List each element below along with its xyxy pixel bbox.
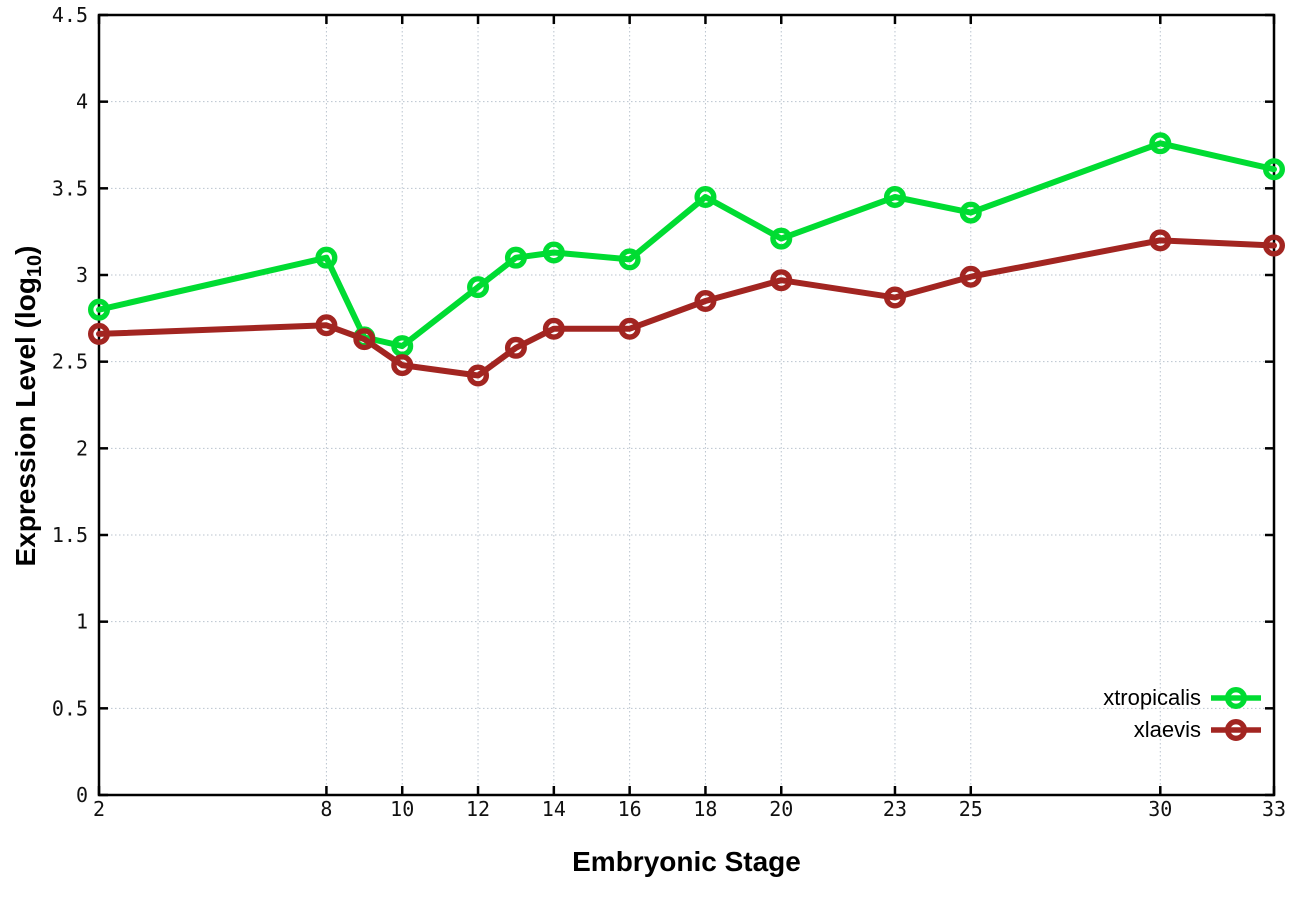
y-tick-label: 3.5 — [52, 176, 88, 200]
x-tick-label: 20 — [769, 797, 793, 821]
legend-sample-marker — [1225, 718, 1248, 741]
y-axis-title-suffix: ) — [10, 245, 41, 255]
data-point-xtropicalis-stage-2 — [87, 298, 110, 321]
x-tick-label: 2 — [93, 797, 105, 821]
y-axis-title-text: Expression Level (log — [10, 277, 41, 567]
data-point-xtropicalis-stage-20 — [770, 227, 793, 250]
x-tick-label: 18 — [693, 797, 717, 821]
y-tick-label: 1 — [76, 610, 88, 634]
legend-sample-marker — [1225, 686, 1248, 709]
x-axis-title: Embryonic Stage — [572, 846, 801, 877]
y-tick-label: 2 — [76, 436, 88, 460]
data-point-xlaevis-stage-25 — [959, 265, 982, 288]
series-xlaevis — [87, 229, 1285, 387]
series-line-xlaevis — [96, 237, 1277, 379]
data-point-xlaevis-stage-18 — [694, 290, 717, 313]
data-point-xlaevis-stage-33 — [1262, 234, 1285, 257]
x-tick-label: 30 — [1148, 797, 1172, 821]
y-tick-label: 0.5 — [52, 696, 88, 720]
data-point-xtropicalis-stage-13 — [504, 246, 527, 269]
data-point-xlaevis-stage-16 — [618, 317, 641, 340]
x-tick-label: 33 — [1262, 797, 1286, 821]
series-xtropicalis — [87, 132, 1285, 358]
legend-label-xtropicalis: xtropicalis — [1103, 684, 1201, 710]
data-point-xlaevis-stage-9 — [353, 328, 376, 351]
data-point-xlaevis-stage-23 — [883, 286, 906, 309]
y-tick-label: 4.5 — [52, 3, 88, 27]
gridlines — [98, 14, 1275, 796]
y-tick-label: 4 — [76, 90, 88, 114]
data-point-xlaevis-stage-30 — [1149, 229, 1172, 252]
x-tick-label: 12 — [466, 797, 490, 821]
y-tick-label: 3 — [76, 263, 88, 287]
y-tick-label: 2.5 — [52, 350, 88, 374]
series-line-xtropicalis — [96, 140, 1277, 350]
x-tick-label: 14 — [542, 797, 566, 821]
y-tick-label: 1.5 — [52, 523, 88, 547]
legend-sample-xtropicalis — [1211, 686, 1261, 709]
plot-border — [97, 13, 1276, 797]
legend-row-xlaevis: xlaevis — [1134, 715, 1262, 744]
tick-labels: 2 8 10 12 14 16 18 20 23 25 30 33 0 0.5 1 1.5 2 2.5 3 3.5 4 4… — [52, 3, 1286, 821]
data-point-xlaevis-stage-2 — [87, 322, 110, 345]
data-point-xtropicalis-stage-8 — [315, 246, 338, 269]
x-tick-label: 16 — [618, 797, 642, 821]
legend-row-xtropicalis: xtropicalis — [1103, 683, 1262, 712]
legend-label-xlaevis: xlaevis — [1133, 716, 1201, 742]
data-point-xtropicalis-stage-18 — [694, 185, 717, 208]
data-point-xlaevis-stage-10 — [391, 354, 414, 377]
data-point-xlaevis-stage-14 — [542, 317, 565, 340]
y-tick-label: 0 — [76, 783, 88, 807]
data-point-xtropicalis-stage-30 — [1149, 132, 1172, 155]
data-point-xtropicalis-stage-16 — [618, 248, 641, 271]
legend-sample-xlaevis — [1211, 718, 1261, 741]
data-point-xtropicalis-stage-12 — [467, 276, 490, 299]
axis-ticks — [97, 13, 1276, 797]
y-axis-title-subscript: 10 — [24, 254, 46, 278]
data-point-xtropicalis-stage-33 — [1262, 158, 1285, 181]
data-point-xlaevis-stage-12 — [467, 364, 490, 387]
x-tick-label: 25 — [959, 797, 983, 821]
x-tick-label: 23 — [883, 797, 907, 821]
data-point-xtropicalis-stage-14 — [542, 241, 565, 264]
data-point-xlaevis-stage-13 — [504, 336, 527, 359]
data-point-xtropicalis-stage-25 — [959, 201, 982, 224]
x-tick-label: 8 — [320, 797, 332, 821]
legend: xtropicalis xlaevis — [1103, 683, 1262, 744]
x-tick-label: 10 — [390, 797, 414, 821]
y-axis-title: Expression Level (log10) — [5, 194, 47, 618]
data-point-xlaevis-stage-20 — [770, 269, 793, 292]
data-point-xlaevis-stage-8 — [315, 314, 338, 337]
data-point-xtropicalis-stage-23 — [883, 185, 906, 208]
